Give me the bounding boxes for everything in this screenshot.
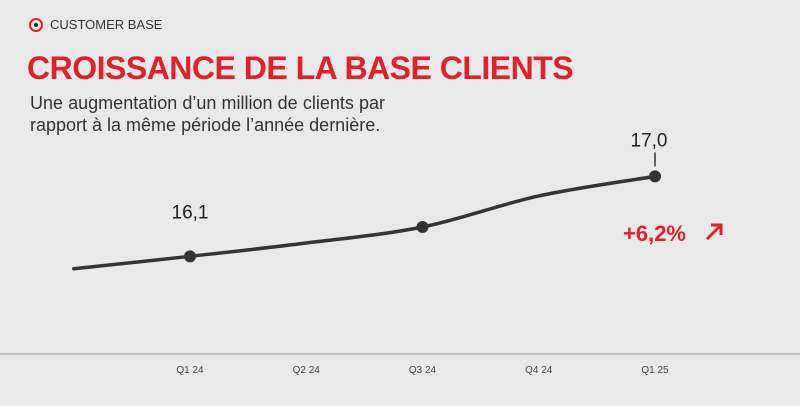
tag-icon	[29, 18, 43, 32]
x-tick-label: Q1 25	[641, 365, 669, 376]
x-tick-label: Q3 24	[409, 365, 437, 376]
x-tick-label: Q1 24	[176, 365, 204, 376]
value-label: 16,1	[172, 202, 209, 223]
chart-title: CROISSANCE DE LA BASE CLIENTS	[27, 50, 574, 86]
annotation: +6,2%	[623, 221, 686, 246]
chart-subtitle: Une augmentation d’un million de clients…	[30, 93, 385, 135]
x-tick-label: Q2 24	[293, 365, 321, 376]
point	[416, 221, 429, 234]
arrow-icon	[705, 223, 723, 241]
x-tick-label: Q4 24	[525, 365, 553, 376]
section-tag: CUSTOMER BASE	[50, 17, 163, 32]
value-label: 17,0	[631, 130, 668, 151]
point	[649, 170, 661, 183]
point	[184, 250, 196, 263]
line	[72, 174, 657, 271]
